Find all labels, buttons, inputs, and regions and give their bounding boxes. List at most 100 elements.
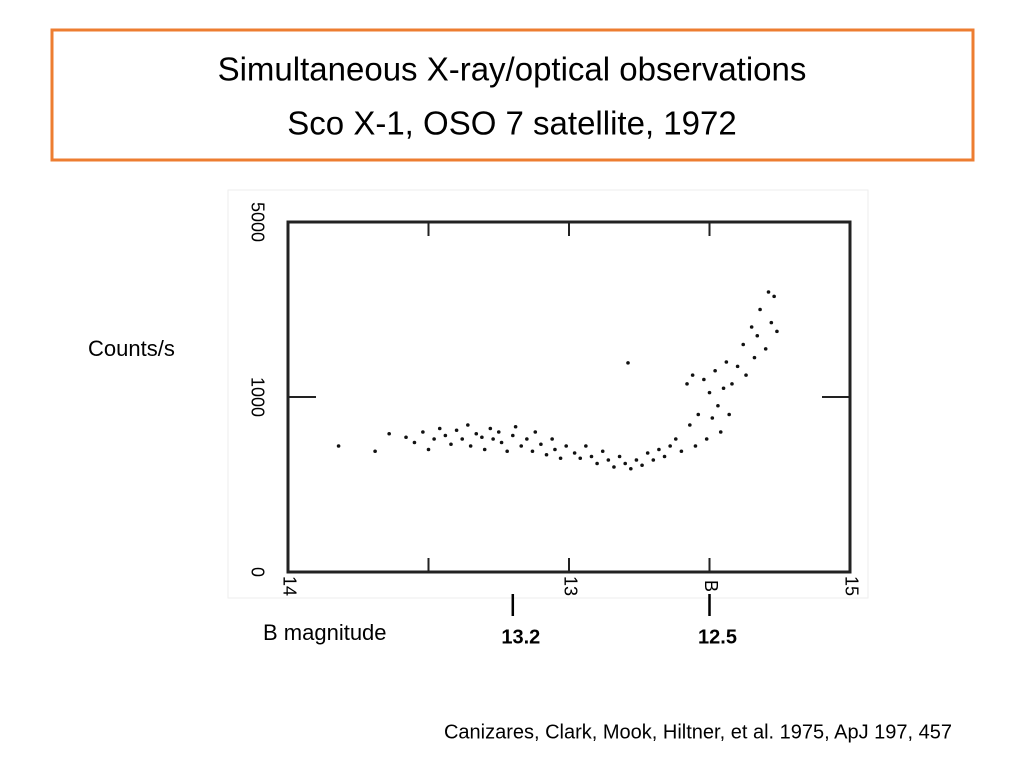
data-point [755, 333, 760, 338]
x-axis-label: B magnitude [263, 620, 387, 645]
data-point [668, 444, 672, 448]
annotation-label: 13.2 [501, 626, 540, 648]
data-point [623, 461, 627, 466]
data-point [468, 444, 473, 448]
data-point [730, 382, 734, 386]
title-line: Simultaneous X-ray/optical observations [218, 51, 807, 88]
data-point [688, 423, 692, 427]
y-tick-label: 0 [247, 567, 267, 577]
data-point [387, 431, 391, 436]
data-point [724, 360, 729, 364]
annotation-label: 12.5 [698, 626, 737, 648]
data-point [749, 325, 754, 329]
data-point [491, 437, 495, 441]
data-point [544, 452, 549, 457]
data-point [412, 440, 417, 445]
x-tick-label: B [701, 580, 721, 592]
citation: Canizares, Clark, Mook, Hiltner, et al. … [444, 721, 952, 743]
data-point [662, 454, 667, 459]
data-point [710, 416, 715, 420]
data-point [702, 377, 706, 382]
data-point [696, 412, 701, 417]
data-point [558, 456, 563, 461]
data-point [505, 449, 509, 454]
data-point [572, 451, 577, 455]
data-point [690, 373, 695, 377]
y-axis-label: Counts/s [88, 336, 175, 361]
data-point [499, 440, 504, 445]
data-point [454, 428, 459, 433]
data-point [693, 444, 698, 448]
title-line: Sco X-1, OSO 7 satellite, 1972 [287, 105, 736, 142]
data-point [744, 373, 748, 377]
data-point [437, 426, 442, 431]
title-box [50, 28, 975, 162]
x-tick-label: 13 [560, 576, 580, 596]
data-point [721, 386, 726, 391]
data-point [617, 454, 622, 459]
data-point [679, 449, 684, 454]
data-point [404, 435, 408, 440]
data-point [718, 430, 723, 434]
data-point [519, 444, 524, 448]
data-point [525, 437, 529, 441]
data-point [645, 451, 650, 455]
data-point [336, 444, 341, 448]
data-point [595, 461, 599, 466]
plot-image [227, 189, 869, 599]
data-point [496, 430, 501, 434]
data-point [772, 294, 776, 299]
data-point [741, 342, 746, 347]
data-point [657, 447, 661, 452]
data-point [626, 361, 630, 365]
data-point [727, 412, 731, 417]
y-tick-label: 1000 [247, 377, 267, 417]
data-point [766, 290, 771, 294]
data-point [716, 403, 720, 408]
data-point [606, 458, 611, 462]
data-point [651, 458, 656, 462]
data-point [775, 329, 779, 334]
data-point [443, 433, 448, 438]
data-point [640, 463, 644, 468]
data-point [488, 426, 493, 431]
data-point [673, 437, 678, 441]
y-tick-label: 5000 [247, 202, 267, 242]
data-point [589, 454, 594, 459]
data-point [426, 447, 431, 452]
data-point [482, 447, 487, 452]
data-point [763, 347, 768, 351]
data-point [513, 424, 518, 429]
data-point [564, 444, 568, 448]
data-point [460, 437, 465, 441]
data-point [421, 430, 425, 434]
data-point [600, 449, 605, 454]
data-point [550, 437, 554, 441]
data-point [432, 437, 436, 441]
data-point [578, 456, 583, 461]
data-point [634, 458, 639, 462]
x-tick-label: 15 [841, 576, 861, 596]
data-point [449, 442, 453, 447]
data-point [752, 355, 757, 360]
data-point [511, 433, 515, 438]
x-tick-label: 14 [279, 576, 299, 596]
data-point [713, 368, 717, 373]
data-point [758, 307, 762, 312]
data-point [466, 423, 470, 427]
data-point [704, 437, 709, 441]
data-point [612, 465, 616, 469]
data-point [584, 444, 588, 448]
data-point [629, 466, 633, 471]
data-point [530, 449, 535, 454]
data-point [707, 390, 712, 395]
data-point [685, 382, 689, 386]
data-point [735, 364, 740, 369]
data-point [533, 430, 538, 434]
data-point [769, 320, 774, 325]
data-point [480, 435, 484, 440]
data-point [474, 431, 479, 436]
data-point [539, 442, 543, 447]
data-point [553, 447, 557, 452]
